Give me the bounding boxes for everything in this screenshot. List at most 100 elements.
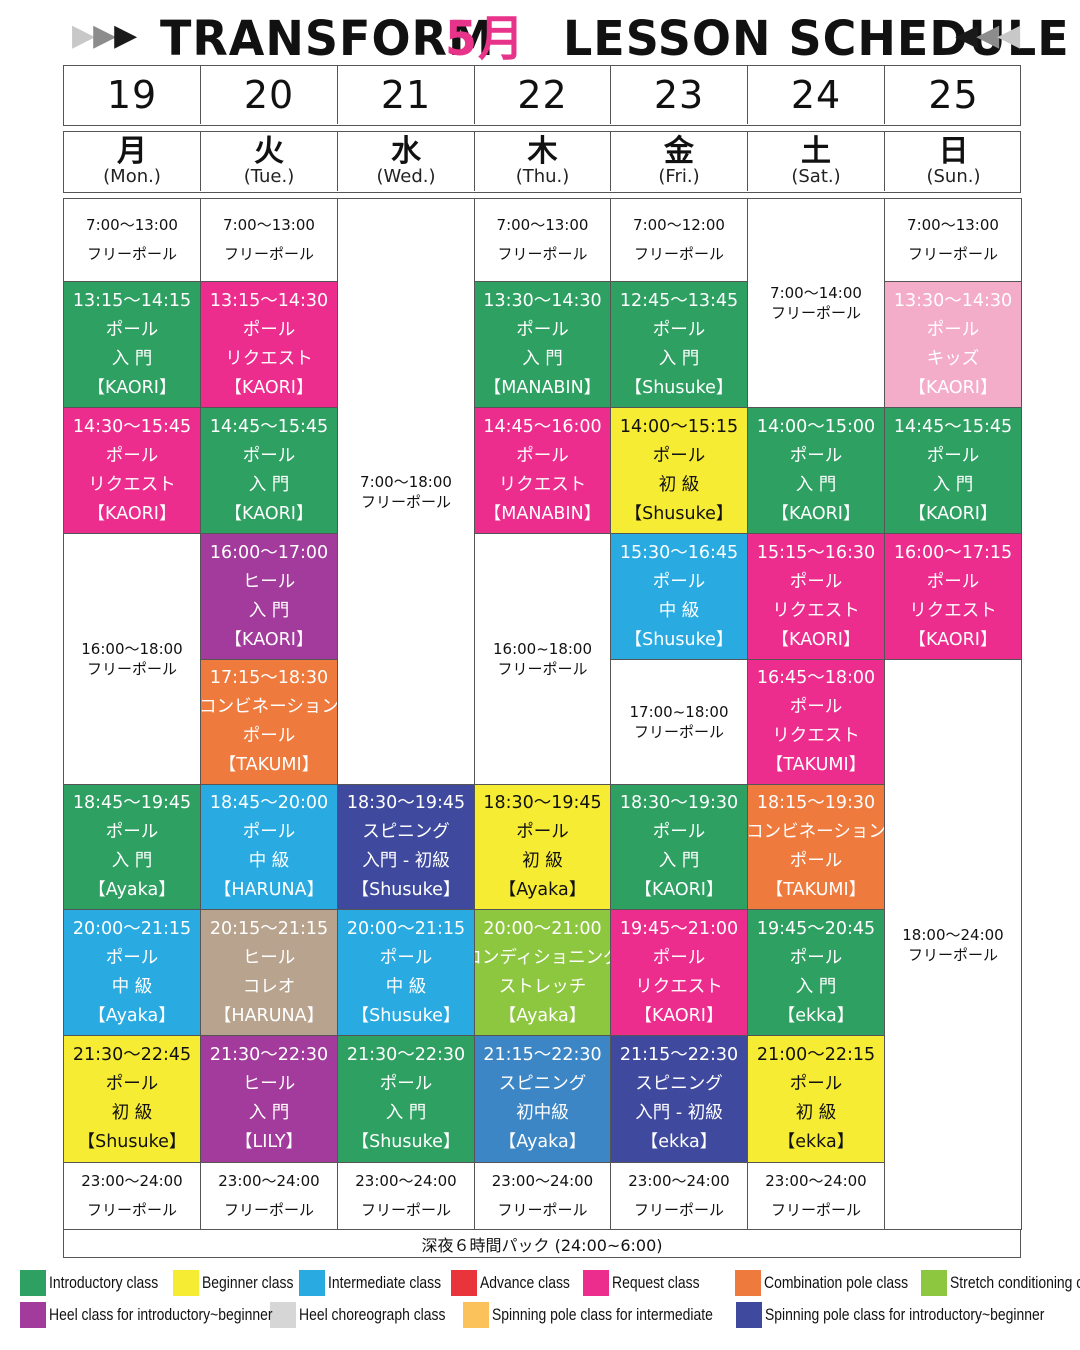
- lesson-slot: 14:30〜15:45 ポール リクエスト 【KAORI】: [63, 407, 201, 534]
- lesson-slot: 21:30〜22:30 ヒール入 門【LILY】: [200, 1035, 338, 1163]
- slot-text: 中 級: [248, 851, 290, 871]
- lesson-slot: 18:45〜20:00 ポール中 級【HARUNA】: [200, 784, 338, 910]
- slot-text: フリーポール: [360, 1201, 451, 1219]
- slot-text: フリーポール: [633, 1201, 724, 1219]
- slot-text: 入 門: [658, 851, 700, 871]
- slot-time: 16:45〜18:00: [756, 668, 876, 688]
- lesson-slot: 14:45〜16:00 ポール リクエスト 【MANABIN】: [474, 407, 611, 534]
- day-kanji: 木: [527, 133, 558, 169]
- slot-time: 15:15〜16:30: [756, 542, 876, 563]
- slot-time: 17:00~18:00: [629, 703, 729, 721]
- slot-instructor: 【LILY】: [234, 1132, 304, 1152]
- slot-time: 19:45〜21:00: [619, 918, 739, 939]
- slot-text: ポール: [516, 319, 569, 340]
- slot-instructor: 【KAORI】: [634, 880, 724, 900]
- date-number: 23: [653, 73, 705, 117]
- slot-time: 14:45〜15:45: [893, 416, 1013, 437]
- slot-instructor: 【ekka】: [640, 1132, 718, 1152]
- slot-text: フリーポール: [633, 245, 724, 263]
- free-pole-slot: 16:00〜18:00 フリーポール: [63, 533, 201, 785]
- slot-time: 23:00〜24:00: [491, 1172, 594, 1190]
- lesson-slot: 14:00〜15:00 ポール入 門【KAORI】: [747, 407, 885, 534]
- date-number: 19: [106, 73, 158, 117]
- date-number: 21: [380, 73, 432, 117]
- slot-instructor: 【Shusuke】: [351, 1132, 461, 1152]
- slot-text: フリーポール: [86, 1201, 177, 1219]
- slot-text: ポール: [926, 571, 980, 592]
- free-pole-slot: 7:00〜13:00 フリーポール: [884, 198, 1022, 282]
- slot-time: 18:45〜20:00: [209, 793, 329, 813]
- legend-item: Combination pole class: [735, 1270, 921, 1296]
- legend-swatch: [736, 1302, 762, 1328]
- slot-text: ポール: [379, 947, 433, 968]
- slot-text: 初 級: [111, 1103, 153, 1123]
- date-number: 20: [243, 73, 295, 117]
- lesson-slot: 16:00〜17:15 ポール リクエスト 【KAORI】: [884, 533, 1022, 660]
- slot-text: ポール: [105, 947, 159, 968]
- slot-time: 14:00〜15:15: [619, 416, 739, 437]
- slot-instructor: 【Ayaka】: [498, 1005, 587, 1026]
- lesson-slot: 18:45〜19:45 ポール入 門【Ayaka】: [63, 784, 201, 910]
- slot-text: ポール: [105, 445, 159, 466]
- slot-time: 16:00〜17:15: [893, 542, 1013, 563]
- late-night-pack: 深夜６時間パック (24:00~6:00): [63, 1229, 1021, 1258]
- lesson-slot: 20:00〜21:15 ポール中 級【Ayaka】: [63, 909, 201, 1036]
- slot-text: ポール: [516, 445, 569, 466]
- slot-instructor: 【KAORI】: [224, 377, 314, 398]
- slot-instructor: 【KAORI】: [771, 503, 861, 524]
- slot-text: コレオ: [242, 976, 296, 997]
- slot-time: 23:00〜24:00: [355, 1172, 457, 1190]
- slot-text: コンディショニング: [475, 947, 610, 968]
- slot-time: 16:00〜17:00: [209, 542, 329, 563]
- slot-time: 7:00〜13:00: [86, 216, 178, 234]
- slot-text: リクエスト: [225, 348, 313, 369]
- legend-item: Spinning pole class for introductory~beg…: [736, 1302, 1044, 1328]
- lesson-slot: 19:45〜20:45 ポール入 門【ekka】: [747, 909, 885, 1036]
- free-pole-slot: 16:00~18:00 フリーポール: [474, 533, 611, 785]
- slot-text: ポール: [789, 697, 843, 717]
- slot-text: フリーポール: [360, 492, 451, 511]
- free-pole-slot: 7:00〜14:00 フリーポール: [747, 198, 885, 408]
- slot-instructor: 【KAORI】: [771, 629, 861, 650]
- free-pole-slot: 7:00〜13:00 フリーポール: [63, 198, 201, 282]
- slot-instructor: 【Shusuke】: [624, 503, 734, 524]
- slot-text: スピニング: [362, 822, 450, 842]
- slot-text: ポール: [242, 822, 296, 842]
- slot-text: 入 門: [248, 1103, 290, 1123]
- title-bar: ▶▶▶ TRANSFORM 5月 LESSON SCHEDULE ◀◀◀: [0, 8, 1080, 67]
- slot-time: 18:45〜19:45: [72, 793, 192, 813]
- slot-text: キッズ: [926, 348, 980, 369]
- slot-text: 入 門: [111, 851, 153, 871]
- lesson-slot: 16:45〜18:00 ポール リクエスト 【TAKUMI】: [747, 659, 885, 785]
- slot-text: ヒール: [242, 1074, 296, 1094]
- lesson-slot: 19:45〜21:00 ポール リクエスト 【KAORI】: [610, 909, 748, 1036]
- date-cell-fri: 23: [611, 66, 748, 124]
- legend-row-1: Introductory class Beginner class Intermed…: [20, 1270, 1080, 1296]
- decorative-arrows-right-icon: ◀◀◀: [955, 18, 1020, 53]
- lesson-slot: 18:15〜19:30 コンビネーション ポール 【TAKUMI】: [747, 784, 885, 910]
- lesson-slot: 12:45〜13:45 ポール入 門【Shusuke】: [610, 281, 748, 408]
- day-english: (Sun.): [926, 165, 981, 187]
- day-kanji: 日: [938, 133, 969, 169]
- slot-time: 18:00〜24:00: [902, 925, 1004, 944]
- slot-text: リクエスト: [498, 474, 587, 495]
- slot-time: 13:15〜14:15: [72, 290, 192, 311]
- slot-time: 21:15〜22:30: [483, 1045, 602, 1065]
- slot-instructor: 【TAKUMI】: [765, 755, 867, 775]
- slot-instructor: 【MANABIN】: [483, 377, 602, 398]
- slot-time: 14:00〜15:00: [756, 416, 876, 437]
- slot-text: ポール: [242, 319, 296, 340]
- day-english: (Mon.): [103, 165, 161, 187]
- lesson-slot: 15:15〜16:30 ポール リクエスト 【KAORI】: [747, 533, 885, 660]
- slot-text: フリーポール: [907, 945, 998, 964]
- lesson-slot: 14:00〜15:15 ポール初 級【Shusuke】: [610, 407, 748, 534]
- slot-time: 13:30〜14:30: [893, 290, 1013, 311]
- free-pole-slot: 7:00〜13:00 フリーポール: [200, 198, 338, 282]
- slot-instructor: 【Ayaka】: [88, 1005, 176, 1026]
- legend-label: Intermediate class: [328, 1273, 442, 1292]
- slot-instructor: 【Shusuke】: [351, 880, 461, 900]
- legend-item: Stretch conditioning class: [921, 1270, 1080, 1296]
- slot-time: 7:00〜18:00: [360, 472, 452, 491]
- slot-text: 初中級: [516, 1103, 569, 1123]
- slot-time: 20:15〜21:15: [209, 918, 329, 939]
